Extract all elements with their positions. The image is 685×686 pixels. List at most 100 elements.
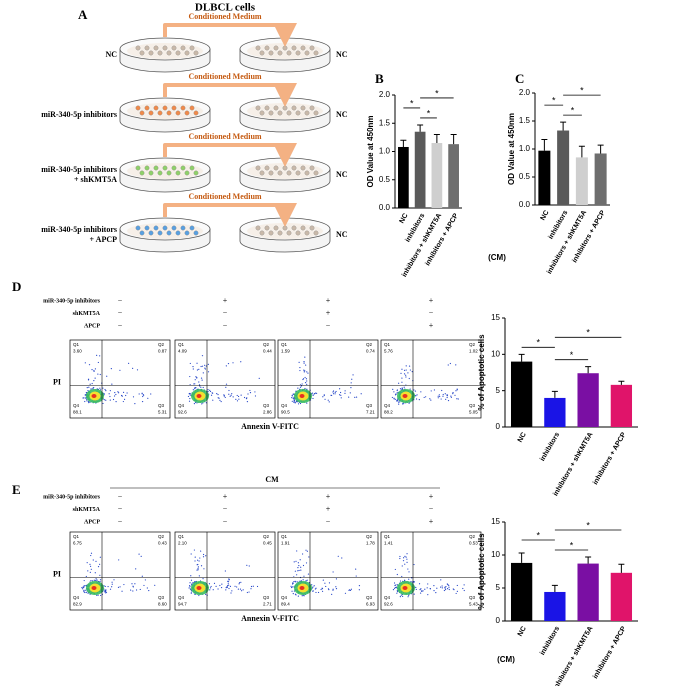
event-dot: [123, 583, 125, 586]
annotation: (CM): [497, 655, 515, 664]
event-dot: [290, 586, 293, 589]
event-dot: [419, 589, 421, 591]
event-dot: [83, 584, 85, 587]
event-dot: [225, 386, 227, 388]
event-dot: [302, 579, 304, 581]
event-dot: [194, 387, 196, 389]
event-dot: [299, 559, 301, 561]
event-dot: [292, 393, 294, 395]
cell: [264, 105, 270, 111]
event-dot: [334, 391, 336, 393]
event-dot: [446, 587, 449, 590]
event-dot: [196, 559, 199, 561]
x-tick-label: NC: [540, 209, 551, 221]
event-dot: [81, 587, 83, 589]
event-dot: [115, 393, 117, 396]
event-dot: [93, 579, 95, 581]
event-dot: [444, 586, 446, 588]
cell: [291, 165, 297, 171]
event-dot: [298, 361, 300, 364]
event-dot: [450, 396, 452, 398]
event-dot: [92, 580, 94, 582]
cell: [255, 165, 261, 171]
y-tick-label: 0.0: [379, 203, 391, 212]
event-dot: [338, 394, 341, 396]
panel-letter: A: [78, 7, 88, 22]
event-dot: [400, 594, 402, 596]
significance-label: *: [536, 338, 540, 348]
event-dot: [360, 393, 362, 395]
error-bar: [417, 124, 424, 132]
condition-mark: +: [326, 308, 331, 317]
event-dot: [415, 588, 417, 591]
event-dot: [311, 584, 313, 586]
event-dot: [299, 366, 301, 369]
event-dot: [228, 587, 230, 590]
event-dot: [254, 395, 257, 397]
event-dot: [226, 586, 228, 588]
event-dot: [132, 396, 135, 398]
event-dot: [393, 582, 396, 584]
cell: [153, 105, 159, 111]
event-dot: [89, 383, 91, 385]
significance-label: *: [570, 540, 574, 550]
event-dot: [90, 552, 93, 554]
event-dot: [228, 584, 230, 586]
event-dot: [299, 386, 302, 388]
event-dot: [408, 402, 410, 404]
event-dot: [231, 590, 233, 592]
cell: [166, 110, 172, 116]
event-dot: [87, 570, 89, 572]
event-dot: [102, 387, 104, 389]
event-dot: [236, 400, 239, 402]
event-dot: [411, 577, 413, 579]
cell: [313, 230, 319, 236]
density-core: [299, 586, 305, 590]
event-dot: [430, 390, 432, 392]
cell: [282, 105, 288, 111]
event-dot: [209, 389, 211, 391]
event-dot: [188, 393, 190, 395]
event-dot: [447, 364, 449, 366]
event-dot: [413, 593, 415, 595]
significance-label: *: [410, 98, 414, 108]
event-dot: [436, 587, 438, 589]
event-dot: [150, 393, 152, 395]
event-dot: [317, 591, 320, 594]
bar: [448, 144, 459, 208]
event-dot: [200, 386, 202, 388]
event-dot: [396, 583, 398, 586]
event-dot: [334, 393, 336, 395]
event-dot: [207, 363, 209, 365]
event-dot: [303, 369, 305, 371]
event-dot: [94, 368, 96, 370]
event-dot: [408, 571, 410, 573]
event-dot: [398, 401, 400, 403]
cell: [175, 230, 181, 236]
event-dot: [201, 365, 204, 367]
event-dot: [394, 586, 397, 589]
event-dot: [201, 403, 203, 405]
event-dot: [198, 560, 200, 562]
event-dot: [227, 580, 230, 582]
event-dot: [305, 549, 307, 551]
quadrant-value: 1.78: [366, 541, 375, 546]
event-dot: [248, 591, 250, 593]
cell: [175, 110, 181, 116]
cell: [286, 110, 292, 116]
event-dot: [404, 563, 406, 565]
event-dot: [398, 403, 400, 405]
bar: [610, 384, 633, 427]
event-dot: [393, 587, 396, 589]
event-dot: [398, 382, 400, 384]
event-dot: [207, 371, 210, 373]
event-dot: [147, 397, 149, 399]
event-dot: [440, 398, 442, 400]
event-dot: [139, 588, 141, 591]
quadrant-name: Q2: [158, 342, 165, 347]
event-dot: [332, 588, 334, 590]
event-dot: [420, 391, 422, 393]
event-dot: [188, 400, 191, 402]
event-dot: [445, 398, 447, 400]
event-dot: [234, 585, 236, 587]
